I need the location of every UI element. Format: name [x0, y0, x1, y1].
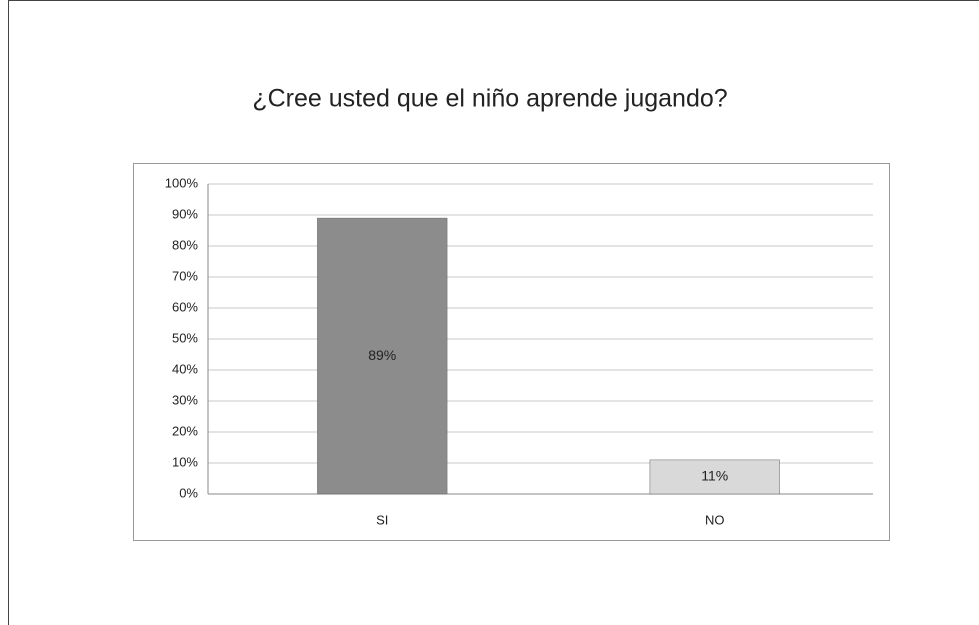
data-label: 11% — [701, 468, 728, 484]
y-tick-label: 20% — [172, 423, 198, 438]
bar — [317, 217, 448, 495]
y-tick-label: 40% — [172, 361, 198, 376]
chart-title: ¿Cree usted que el niño aprende jugando? — [252, 85, 727, 113]
y-tick-label: 60% — [172, 299, 198, 314]
x-tick-label: NO — [705, 512, 725, 527]
y-tick-label: 50% — [172, 330, 198, 345]
outer-frame — [8, 0, 979, 625]
y-tick-label: 80% — [172, 237, 198, 252]
y-tick-label: 100% — [165, 175, 199, 190]
y-tick-label: 0% — [179, 485, 198, 500]
y-tick-label: 70% — [172, 268, 198, 283]
y-tick-label: 30% — [172, 392, 198, 407]
data-label: 89% — [368, 347, 396, 363]
y-tick-label: 90% — [172, 206, 198, 221]
bar — [649, 459, 780, 495]
x-tick-label: SI — [376, 512, 388, 527]
chart-frame — [133, 163, 890, 541]
y-tick-label: 10% — [172, 454, 198, 469]
